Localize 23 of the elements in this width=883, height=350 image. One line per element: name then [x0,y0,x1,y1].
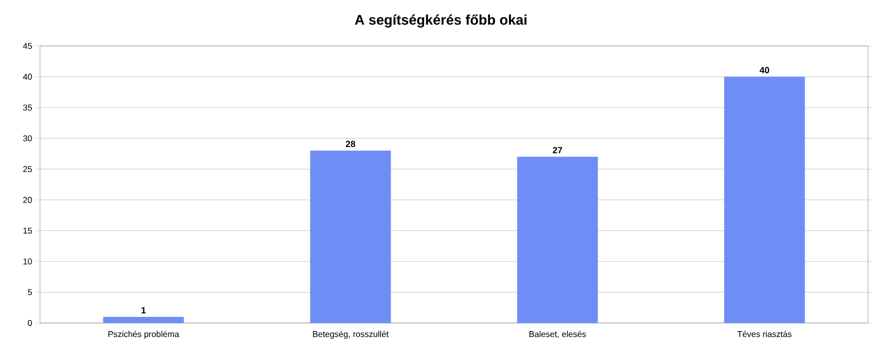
x-tick-label: Pszichés probléma [108,330,180,339]
y-tick-label: 25 [23,166,32,172]
x-tick-label: Betegség, rosszullét [313,330,389,339]
x-tick-label: Baleset, elesés [529,330,586,338]
y-tick-label: 30 [23,135,32,142]
y-tick-label: 10 [23,258,32,264]
data-label: 40 [760,66,770,74]
data-label: 1 [142,307,146,314]
y-tick-label: 40 [22,74,32,80]
data-label: 27 [552,147,562,154]
chart-title: A segítségkérés főbb okai [354,14,526,28]
x-tick-label: Téves riasztás [737,330,792,338]
bar [724,76,805,323]
bar [310,150,391,323]
y-tick-label: 20 [23,196,32,203]
y-tick-label: 0 [28,320,32,326]
bar [103,316,184,323]
bar [517,156,598,323]
y-tick-label: 35 [23,104,32,111]
y-tick-label: 15 [23,228,32,234]
y-tick-label: 45 [22,43,32,49]
y-tick-label: 5 [28,289,32,296]
data-label: 28 [346,140,356,148]
